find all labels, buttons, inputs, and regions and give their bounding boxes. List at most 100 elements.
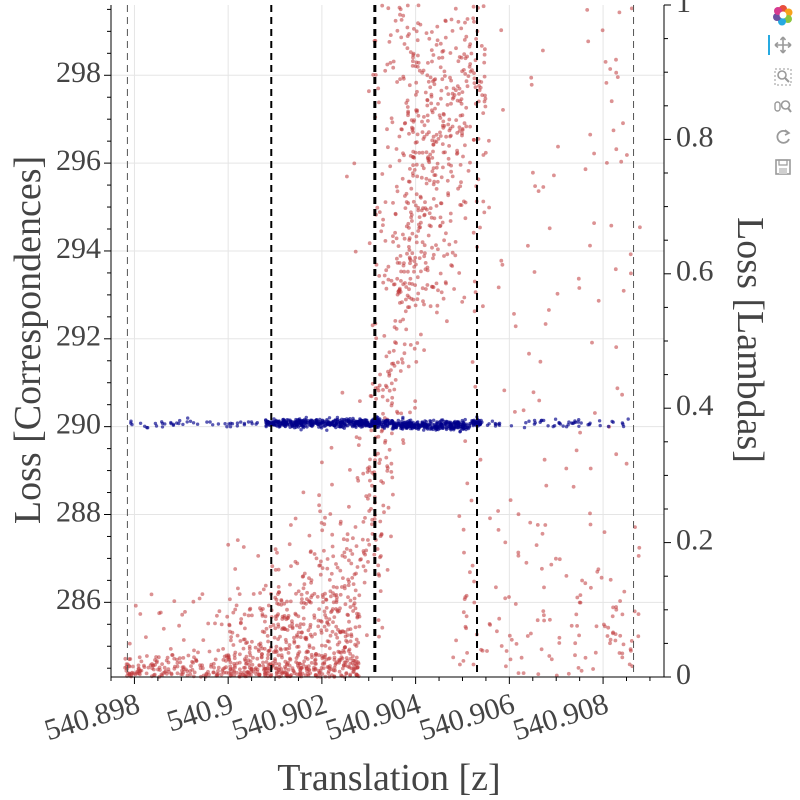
lambda-loss-point	[192, 670, 197, 675]
lambda-loss-point	[342, 650, 347, 654]
lambda-loss-point	[430, 59, 434, 64]
lambda-loss-point	[405, 251, 409, 256]
lambda-loss-point	[127, 664, 132, 669]
lambda-loss-point	[232, 656, 237, 661]
x-tick-label: 540.908	[509, 687, 612, 747]
lambda-loss-point	[249, 673, 253, 677]
lambda-loss-point	[336, 627, 340, 632]
lambda-loss-point	[386, 264, 391, 269]
lambda-loss-point	[413, 64, 418, 68]
lambda-loss-point	[308, 625, 313, 630]
lambda-loss-point	[614, 345, 619, 349]
lambda-loss-point	[459, 97, 464, 101]
correspondence-loss-point	[305, 425, 309, 429]
lambda-loss-point	[564, 466, 569, 471]
lambda-loss-point	[175, 664, 180, 669]
lambda-loss-point	[301, 586, 306, 591]
lambda-loss-point	[529, 75, 534, 80]
lambda-loss-point	[430, 156, 435, 160]
lambda-loss-point	[441, 125, 446, 130]
lambda-loss-point	[323, 591, 327, 596]
lambda-loss-point	[320, 528, 325, 533]
wheel-zoom-icon[interactable]	[770, 94, 796, 120]
lambda-loss-point	[614, 605, 618, 609]
lambda-loss-point	[391, 201, 395, 205]
lambda-loss-point	[335, 642, 340, 647]
lambda-loss-point	[319, 628, 324, 633]
box-zoom-icon[interactable]	[770, 64, 796, 90]
y-left-tick-label: 294	[56, 232, 101, 265]
lambda-loss-point	[172, 599, 177, 603]
lambda-loss-point	[434, 281, 439, 286]
lambda-loss-point	[319, 666, 324, 670]
lambda-loss-point	[274, 671, 279, 676]
lambda-loss-point	[437, 56, 441, 60]
correspondence-loss-point	[289, 422, 294, 427]
lambda-loss-point	[353, 625, 358, 630]
lambda-loss-point	[389, 368, 393, 372]
lambda-loss-point	[280, 617, 285, 621]
lambda-loss-point	[453, 6, 458, 11]
lambda-loss-point	[416, 60, 421, 65]
correspondence-loss-point	[334, 421, 338, 426]
lambda-loss-point	[405, 46, 410, 51]
lambda-loss-point	[297, 672, 302, 676]
lambda-loss-point	[425, 103, 430, 108]
lambda-loss-point	[428, 304, 433, 309]
x-tick-label: 540.9	[163, 687, 237, 738]
bokeh-logo-icon[interactable]	[770, 2, 796, 28]
correspondence-loss-point	[264, 424, 268, 429]
lambda-loss-point	[477, 84, 481, 88]
lambda-loss-point	[230, 630, 235, 635]
correspondence-loss-point	[449, 426, 453, 430]
lambda-loss-point	[393, 378, 398, 382]
lambda-loss-point	[430, 285, 435, 289]
lambda-loss-point	[279, 653, 284, 658]
lambda-loss-point	[463, 143, 467, 148]
lambda-loss-point	[435, 24, 440, 29]
lambda-loss-point	[536, 672, 541, 676]
correspondence-loss-point	[216, 422, 221, 426]
lambda-loss-point	[479, 44, 484, 48]
pan-icon[interactable]	[768, 32, 796, 58]
lambda-loss-point	[460, 131, 464, 136]
lambda-loss-point	[149, 592, 154, 597]
lambda-loss-point	[285, 599, 289, 604]
lambda-loss-point	[321, 595, 325, 599]
lambda-loss-point	[464, 34, 469, 39]
lambda-loss-point	[472, 76, 477, 81]
active-tool-indicator	[768, 35, 770, 55]
lambda-loss-point	[327, 656, 332, 661]
lambda-loss-point	[431, 166, 436, 171]
lambda-loss-point	[294, 660, 298, 664]
save-icon[interactable]	[770, 154, 796, 180]
lambda-loss-point	[407, 236, 412, 241]
lambda-loss-point	[410, 231, 415, 236]
lambda-loss-point	[346, 595, 350, 599]
lambda-loss-point	[444, 231, 448, 236]
lambda-loss-point	[416, 229, 421, 233]
lambda-loss-point	[162, 670, 167, 675]
lambda-loss-point	[337, 660, 341, 665]
correspondence-loss-point	[387, 420, 392, 425]
lambda-loss-point	[497, 616, 502, 621]
lambda-loss-point	[332, 657, 337, 662]
lambda-loss-point	[431, 149, 435, 154]
grid-lines	[111, 5, 664, 677]
correspondence-loss-point	[396, 418, 400, 423]
lambda-loss-point	[395, 80, 399, 84]
lambda-loss-point	[263, 619, 267, 624]
lambda-loss-point	[431, 197, 436, 201]
lambda-loss-point	[429, 94, 434, 99]
x-tick-label: 540.898	[41, 687, 144, 747]
reset-icon[interactable]	[770, 124, 796, 150]
lambda-loss-point	[325, 620, 330, 624]
lambda-loss-point	[448, 75, 452, 80]
lambda-loss-point	[383, 239, 388, 243]
lambda-loss-point	[449, 133, 453, 138]
lambda-loss-point	[376, 563, 381, 568]
lambda-loss-point	[633, 525, 637, 529]
lambda-loss-point	[463, 56, 468, 61]
lambda-loss-point	[251, 655, 255, 660]
lambda-loss-point	[162, 665, 167, 670]
